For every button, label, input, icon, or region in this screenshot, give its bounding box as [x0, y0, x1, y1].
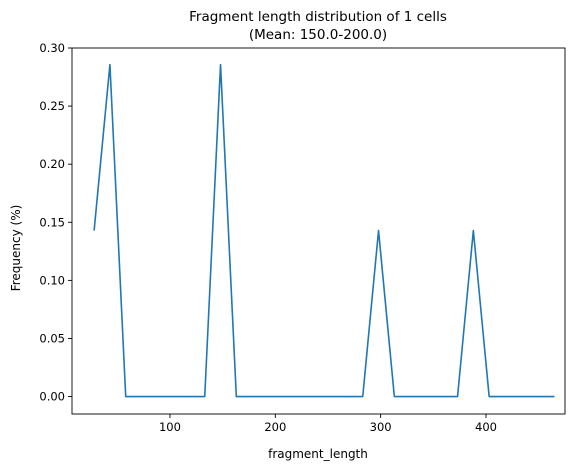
y-tick-label: 0.20	[39, 157, 65, 171]
chart-subtitle: (Mean: 150.0-200.0)	[249, 27, 387, 43]
axes-frame	[72, 48, 565, 414]
y-axis-label: Frequency (%)	[9, 205, 23, 292]
y-tick-label: 0.25	[39, 99, 65, 113]
plot-area: 100 200 300 400 0.00 0.05 0.10 0.15 0.20 0.25 0.30	[39, 41, 565, 434]
y-tick-label: 0.15	[39, 215, 65, 229]
series-line-0	[94, 65, 554, 397]
x-tick-label: 300	[370, 420, 392, 434]
x-axis-label: fragment_length	[268, 447, 368, 461]
chart-title: Fragment length distribution of 1 cells	[189, 9, 447, 25]
y-tick-label: 0.30	[39, 41, 65, 55]
y-tick-label: 0.00	[39, 390, 65, 404]
x-tick-label: 200	[264, 420, 286, 434]
x-tick-label: 400	[475, 420, 497, 434]
y-tick-label: 0.10	[39, 273, 65, 287]
y-tick-label: 0.05	[39, 331, 65, 345]
x-tick-label: 100	[159, 420, 181, 434]
